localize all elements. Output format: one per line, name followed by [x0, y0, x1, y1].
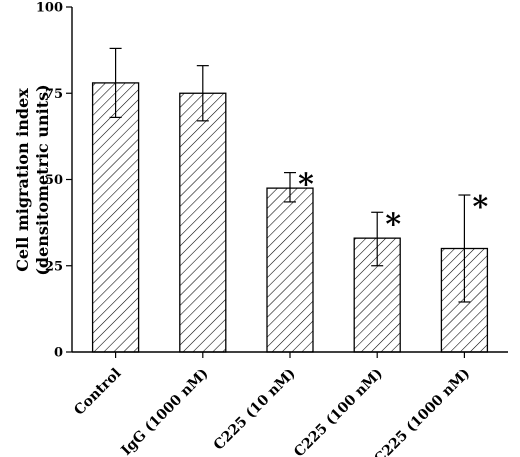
bars-group — [91, 47, 489, 353]
significance-marker: * — [473, 190, 489, 225]
y-axis-title-line2: (densitometric units) — [33, 84, 52, 275]
significance-marker: * — [385, 207, 401, 242]
x-tick-label: C225 (1000 nM) — [371, 366, 473, 457]
y-tick-label: 25 — [45, 259, 63, 274]
bar — [91, 82, 140, 353]
x-tick-label: Control — [71, 366, 124, 419]
significance-marker: * — [298, 168, 314, 203]
x-tick-label: IgG (1000 nM) — [118, 366, 211, 457]
bar — [266, 187, 314, 353]
x-tick-label: C225 (100 nM) — [291, 366, 386, 457]
bar — [179, 92, 227, 353]
x-tick-label: C225 (10 nM) — [211, 366, 299, 454]
y-tick-label: 75 — [45, 87, 63, 102]
y-tick-label: 100 — [36, 1, 63, 16]
y-axis-title: Cell migration index (densitometric unit… — [13, 84, 52, 275]
y-tick-label: 0 — [54, 346, 63, 361]
y-tick-label: 50 — [45, 173, 63, 188]
y-axis-title-line1: Cell migration index — [13, 88, 32, 272]
